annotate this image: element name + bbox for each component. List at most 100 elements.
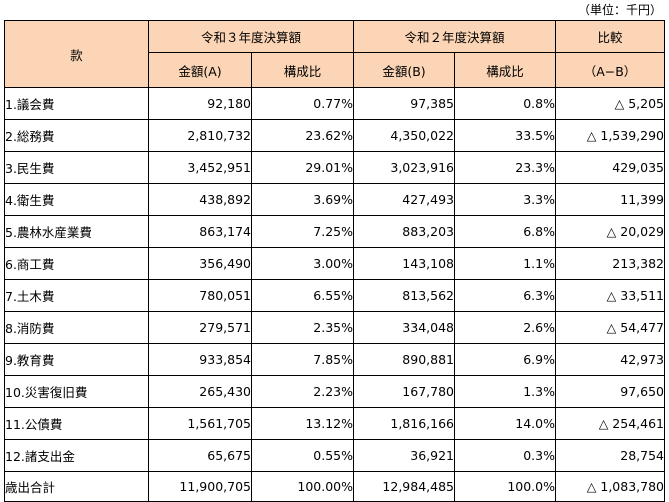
total-r3-amount: 11,900,705 (148, 471, 252, 502)
row-name: 4.衛生費 (4, 183, 149, 216)
row-name: 8.消防費 (4, 311, 149, 344)
table-header: 款 令和３年度決算額 令和２年度決算額 比較 金額(A) 構成比 金額(B) 構… (4, 20, 665, 88)
row-r2-ratio: 33.5% (454, 119, 556, 152)
row-r2-amount: 1,816,166 (353, 407, 455, 440)
row-r3-ratio: 7.85% (251, 343, 354, 376)
row-name: 5.農林水産業費 (4, 215, 149, 248)
row-name: 12.諸支出金 (4, 439, 149, 472)
table-row: 2.総務費 2,810,732 23.62% 4,350,022 33.5% △… (4, 119, 665, 152)
header-comparison-sub: （A−B） (555, 52, 665, 88)
total-diff: △ 1,083,780 (555, 471, 665, 502)
row-name: 6.商工費 (4, 247, 149, 280)
row-r3-ratio: 0.55% (251, 439, 354, 472)
row-r3-ratio: 23.62% (251, 119, 354, 152)
table-row: 3.民生費 3,452,951 29.01% 3,023,916 23.3% 4… (4, 151, 665, 184)
row-r2-ratio: 6.8% (454, 215, 556, 248)
table-row: 5.農林水産業費 863,174 7.25% 883,203 6.8% △ 20… (4, 215, 665, 248)
row-r2-ratio: 6.9% (454, 343, 556, 376)
row-diff: 213,382 (555, 247, 665, 280)
row-r2-amount: 143,108 (353, 247, 455, 280)
row-r3-amount: 438,892 (148, 183, 252, 216)
row-diff: 97,650 (555, 375, 665, 408)
table-row: 6.商工費 356,490 3.00% 143,108 1.1% 213,382 (4, 247, 665, 280)
row-r3-ratio: 3.69% (251, 183, 354, 216)
table-row: 8.消防費 279,571 2.35% 334,048 2.6% △ 54,47… (4, 311, 665, 344)
row-name: 11.公債費 (4, 407, 149, 440)
header-r2-amount: 金額(B) (353, 52, 455, 88)
row-r3-amount: 279,571 (148, 311, 252, 344)
header-row-2: 金額(A) 構成比 金額(B) 構成比 （A−B） (5, 52, 665, 88)
row-r2-ratio: 6.3% (454, 279, 556, 312)
row-r3-amount: 1,561,705 (148, 407, 252, 440)
row-name: 3.民生費 (4, 151, 149, 184)
total-label: 歳出合計 (4, 471, 149, 502)
row-r2-ratio: 14.0% (454, 407, 556, 440)
header-r3-ratio: 構成比 (251, 52, 354, 88)
total-r2-amount: 12,984,485 (353, 471, 455, 502)
table-row: 11.公債費 1,561,705 13.12% 1,816,166 14.0% … (4, 407, 665, 440)
row-r3-ratio: 13.12% (251, 407, 354, 440)
row-r2-amount: 890,881 (353, 343, 455, 376)
row-name: 2.総務費 (4, 119, 149, 152)
row-name: 10.災害復旧費 (4, 375, 149, 408)
table-row: 12.諸支出金 65,675 0.55% 36,921 0.3% 28,754 (4, 439, 665, 472)
row-diff: 42,973 (555, 343, 665, 376)
row-r3-ratio: 3.00% (251, 247, 354, 280)
row-r3-amount: 92,180 (148, 87, 252, 120)
row-r3-ratio: 2.23% (251, 375, 354, 408)
total-r2-ratio: 100.0% (454, 471, 556, 502)
row-diff: △ 20,029 (555, 215, 665, 248)
row-r2-ratio: 0.3% (454, 439, 556, 472)
row-name: 1.議会費 (4, 87, 149, 120)
table-row: 10.災害復旧費 265,430 2.23% 167,780 1.3% 97,6… (4, 375, 665, 408)
row-diff: 429,035 (555, 151, 665, 184)
row-r3-ratio: 2.35% (251, 311, 354, 344)
row-r3-amount: 356,490 (148, 247, 252, 280)
row-r2-amount: 883,203 (353, 215, 455, 248)
row-r2-amount: 3,023,916 (353, 151, 455, 184)
row-r3-amount: 65,675 (148, 439, 252, 472)
row-r2-ratio: 0.8% (454, 87, 556, 120)
row-r3-amount: 863,174 (148, 215, 252, 248)
table-row: 9.教育費 933,854 7.85% 890,881 6.9% 42,973 (4, 343, 665, 376)
row-diff: △ 5,205 (555, 87, 665, 120)
header-r3-group: 令和３年度決算額 (148, 20, 354, 53)
header-category: 款 (4, 20, 149, 88)
table-row: 1.議会費 92,180 0.77% 97,385 0.8% △ 5,205 (4, 87, 665, 120)
row-diff: △ 33,511 (555, 279, 665, 312)
row-r3-amount: 3,452,951 (148, 151, 252, 184)
row-r2-ratio: 23.3% (454, 151, 556, 184)
total-row: 歳出合計 11,900,705 100.00% 12,984,485 100.0… (4, 471, 665, 502)
row-r3-ratio: 0.77% (251, 87, 354, 120)
row-r2-ratio: 3.3% (454, 183, 556, 216)
header-row-1: 款 令和３年度決算額 令和２年度決算額 比較 (4, 20, 665, 88)
row-r2-amount: 334,048 (353, 311, 455, 344)
header-r2-group: 令和２年度決算額 (353, 20, 556, 53)
row-name: 9.教育費 (4, 343, 149, 376)
row-r3-ratio: 7.25% (251, 215, 354, 248)
header-comparison: 比較 (555, 20, 665, 53)
row-r2-ratio: 1.1% (454, 247, 556, 280)
row-r2-amount: 4,350,022 (353, 119, 455, 152)
header-r2-ratio: 構成比 (454, 52, 556, 88)
row-r2-amount: 427,493 (353, 183, 455, 216)
row-diff: △ 254,461 (555, 407, 665, 440)
row-r2-amount: 36,921 (353, 439, 455, 472)
row-r3-ratio: 29.01% (251, 151, 354, 184)
row-r3-amount: 2,810,732 (148, 119, 252, 152)
row-r3-ratio: 6.55% (251, 279, 354, 312)
row-r2-ratio: 1.3% (454, 375, 556, 408)
table-row: 4.衛生費 438,892 3.69% 427,493 3.3% 11,399 (4, 183, 665, 216)
row-r2-amount: 167,780 (353, 375, 455, 408)
unit-note: （単位：千円） (577, 3, 662, 17)
budget-table: 款 令和３年度決算額 令和２年度決算額 比較 金額(A) 構成比 金額(B) 構… (4, 20, 665, 502)
row-diff: △ 54,477 (555, 311, 665, 344)
row-r3-amount: 265,430 (148, 375, 252, 408)
total-r3-ratio: 100.00% (251, 471, 354, 502)
row-diff: 11,399 (555, 183, 665, 216)
row-r2-amount: 813,562 (353, 279, 455, 312)
table-row: 7.土木費 780,051 6.55% 813,562 6.3% △ 33,51… (4, 279, 665, 312)
row-diff: △ 1,539,290 (555, 119, 665, 152)
row-r3-amount: 933,854 (148, 343, 252, 376)
row-diff: 28,754 (555, 439, 665, 472)
